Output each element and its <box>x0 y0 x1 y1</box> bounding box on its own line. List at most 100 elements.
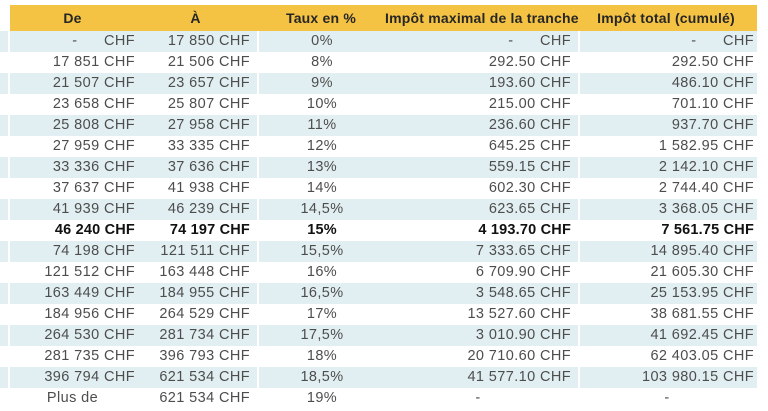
cell-de: 163 449 CHF <box>10 283 141 304</box>
cell-taux: 14% <box>257 178 385 199</box>
cell-taux: 15% <box>257 220 385 241</box>
cell-de: 281 735 CHF <box>44 348 135 364</box>
left-edge-spacer <box>0 178 8 199</box>
table-row: 163 449 CHF 184 955 CHF 16,5% 3 548.65 CHF 2… <box>0 283 768 304</box>
left-edge-spacer <box>0 325 8 346</box>
cell-impot-maximal: 13 527.60 CHF <box>467 306 571 322</box>
left-edge-spacer <box>0 5 8 31</box>
cell-taux: 17% <box>257 304 385 325</box>
cell-impot-maximal: 7 333.65 CHF <box>385 241 578 262</box>
table-row: 264 530 CHF 281 734 CHF 17,5% 3 010.90 CHF 4… <box>0 325 768 346</box>
cell-a: 41 938 CHF <box>167 180 250 196</box>
cell-impot-total: 937.70 CHF <box>578 115 757 136</box>
left-edge-spacer <box>0 220 8 241</box>
table-row: 33 336 CHF 37 636 CHF 13% 559.15 CHF 2 142.1… <box>0 157 768 178</box>
left-edge-spacer <box>0 115 8 136</box>
left-edge-gap <box>8 241 10 262</box>
cell-taux: 16% <box>257 262 385 283</box>
table-row: 396 794 CHF 621 534 CHF 18,5% 41 577.10 CHF… <box>0 367 768 388</box>
cell-a: 37 636 CHF <box>141 157 257 178</box>
cell-taux: 19% <box>257 388 385 409</box>
cell-de: 264 530 CHF <box>10 325 141 346</box>
left-edge-spacer <box>0 346 8 367</box>
table-row: 121 512 CHF 163 448 CHF 16% 6 709.90 CHF 21 … <box>0 262 768 283</box>
left-edge-gap <box>8 199 10 220</box>
left-edge-spacer <box>0 52 8 73</box>
cell-impot-maximal: - <box>475 390 481 406</box>
cell-de: 33 336 CHF <box>10 157 141 178</box>
left-edge-spacer <box>0 136 8 157</box>
cell-de: 184 956 CHF <box>44 306 135 322</box>
cell-impot-total: 2 142.10 CHF <box>578 157 757 178</box>
cell-de: 74 198 CHF <box>10 241 141 262</box>
cell-de: 23 658 CHF <box>52 96 135 112</box>
cell-impot-total: 62 403.05 CHF <box>578 346 757 367</box>
left-edge-gap <box>8 136 10 157</box>
left-edge-spacer <box>0 31 8 52</box>
left-edge-gap <box>8 5 10 31</box>
cell-a: 621 534 CHF <box>159 390 250 406</box>
cell-de: 27 959 CHF <box>52 138 135 154</box>
cell-impot-maximal: 602.30 CHF <box>488 180 571 196</box>
left-edge-spacer <box>0 388 8 409</box>
left-edge-gap <box>8 115 10 136</box>
cell-impot-maximal: 645.25 CHF <box>488 138 571 154</box>
cell-impot-total: 21 605.30 CHF <box>578 262 757 283</box>
cell-impot-total: - CHF <box>578 31 757 52</box>
left-edge-gap <box>8 94 10 115</box>
table-body: - CHF 17 850 CHF 0% - CHF - CHF 17 851 CHF 21 … <box>0 31 768 409</box>
left-edge-spacer <box>0 73 8 94</box>
cell-taux: 14,5% <box>257 199 385 220</box>
cell-a: 46 239 CHF <box>141 199 257 220</box>
column-header-de: De <box>10 5 141 31</box>
cell-taux: 13% <box>257 157 385 178</box>
cell-a: 121 511 CHF <box>141 241 257 262</box>
cell-de: 396 794 CHF <box>10 367 141 388</box>
cell-impot-maximal: 6 709.90 CHF <box>475 264 571 280</box>
table-row: 41 939 CHF 46 239 CHF 14,5% 623.65 CHF 3 368… <box>0 199 768 220</box>
cell-taux: 8% <box>257 52 385 73</box>
cell-a: 33 335 CHF <box>167 138 250 154</box>
cell-impot-total: 701.10 CHF <box>578 94 757 115</box>
cell-a: 621 534 CHF <box>141 367 257 388</box>
cell-taux: 18% <box>257 346 385 367</box>
left-edge-spacer <box>0 94 8 115</box>
table-row: 37 637 CHF 41 938 CHF 14% 602.30 CHF 2 744.4… <box>0 178 768 199</box>
cell-impot-maximal: 193.60 CHF <box>385 73 578 94</box>
cell-de: 17 851 CHF <box>52 54 135 70</box>
cell-de: 21 507 CHF <box>10 73 141 94</box>
left-edge-gap <box>8 367 10 388</box>
cell-taux: 12% <box>257 136 385 157</box>
cell-de: 41 939 CHF <box>10 199 141 220</box>
cell-a: 163 448 CHF <box>159 264 250 280</box>
cell-impot-maximal: 3 548.65 CHF <box>385 283 578 304</box>
table-row: 23 658 CHF 25 807 CHF 10% 215.00 CHF 701.10 … <box>0 94 768 115</box>
cell-impot-total: 7 561.75 CHF <box>578 220 757 241</box>
cell-impot-maximal: 20 710.60 CHF <box>467 348 571 364</box>
cell-impot-maximal: 215.00 CHF <box>488 96 571 112</box>
table-row: 17 851 CHF 21 506 CHF 8% 292.50 CHF 292.50 C… <box>0 52 768 73</box>
left-edge-gap <box>8 178 10 199</box>
left-edge-spacer <box>0 262 8 283</box>
left-edge-gap <box>8 388 10 409</box>
cell-impot-total: 41 692.45 CHF <box>578 325 757 346</box>
left-edge-spacer <box>0 241 8 262</box>
left-edge-gap <box>8 157 10 178</box>
table-row: 25 808 CHF 27 958 CHF 11% 236.60 CHF 937.70 … <box>0 115 768 136</box>
cell-impot-maximal: 559.15 CHF <box>385 157 578 178</box>
table-row: 281 735 CHF 396 793 CHF 18% 20 710.60 CHF 62… <box>0 346 768 367</box>
cell-a: 74 197 CHF <box>169 222 250 238</box>
cell-impot-total: 3 368.05 CHF <box>578 199 757 220</box>
cell-impot-total: 1 582.95 CHF <box>578 136 757 157</box>
cell-impot-maximal: 292.50 CHF <box>488 54 571 70</box>
cell-de: 25 808 CHF <box>10 115 141 136</box>
cell-impot-total: - <box>578 388 757 409</box>
cell-a: 27 958 CHF <box>141 115 257 136</box>
cell-impot-total: 25 153.95 CHF <box>578 283 757 304</box>
cell-a: 21 506 CHF <box>167 54 250 70</box>
cell-impot-maximal: 3 010.90 CHF <box>385 325 578 346</box>
cell-impot-maximal: 41 577.10 CHF <box>385 367 578 388</box>
cell-impot-maximal: 4 193.70 CHF <box>478 222 571 238</box>
cell-impot-total: 103 980.15 CHF <box>578 367 757 388</box>
table-row: 27 959 CHF 33 335 CHF 12% 645.25 CHF 1 582.9… <box>0 136 768 157</box>
